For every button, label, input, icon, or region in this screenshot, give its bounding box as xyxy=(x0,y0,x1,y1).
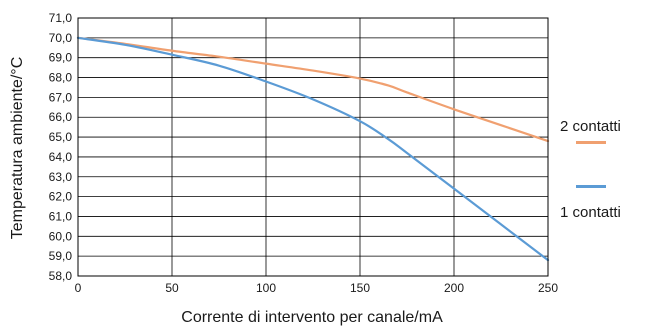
y-tick-label: 69,0 xyxy=(49,51,73,65)
chart-series xyxy=(76,36,550,262)
x-tick-label: 100 xyxy=(256,281,276,295)
legend-item-2-contatti: 2 contatti xyxy=(560,118,646,144)
y-tick-label: 62,0 xyxy=(49,190,73,204)
series-line-1 xyxy=(76,36,550,143)
x-tick-label: 250 xyxy=(538,281,558,295)
y-tick-label: 61,0 xyxy=(49,209,73,223)
y-tick-label: 68,0 xyxy=(49,71,73,85)
y-tick-label: 63,0 xyxy=(49,170,73,184)
y-tick-label: 70,0 xyxy=(49,31,73,45)
x-tick-label: 150 xyxy=(350,281,370,295)
chart-grid xyxy=(77,17,549,277)
legend-swatch xyxy=(576,141,606,144)
legend-swatch xyxy=(576,185,606,188)
x-tick-label: 50 xyxy=(165,281,179,295)
legend-item-1-contatti: 1 contatti xyxy=(560,185,646,221)
legend-label: 2 contatti xyxy=(560,118,621,135)
axis-tick-labels: 58,0 59,0 60,0 61,0 62,0 63,0 64,0 65,0 66,0 67,0… xyxy=(49,11,559,295)
x-tick-label: 200 xyxy=(444,281,464,295)
y-tick-label: 66,0 xyxy=(49,110,73,124)
y-axis-label: Temperatura ambiente/°C xyxy=(9,57,26,239)
x-axis-label: Corrente di intervento per canale/mA xyxy=(181,309,443,326)
y-tick-label: 58,0 xyxy=(49,269,73,283)
legend-label: 1 contatti xyxy=(560,204,621,221)
y-tick-label: 71,0 xyxy=(49,11,73,25)
plot-frame xyxy=(77,17,549,277)
y-tick-label: 60,0 xyxy=(49,229,73,243)
y-tick-label: 64,0 xyxy=(49,150,73,164)
y-tick-label: 59,0 xyxy=(49,249,73,263)
x-tick-label: 0 xyxy=(75,281,82,295)
y-tick-label: 67,0 xyxy=(49,90,73,104)
y-tick-label: 65,0 xyxy=(49,130,73,144)
series-line-2 xyxy=(76,36,550,262)
